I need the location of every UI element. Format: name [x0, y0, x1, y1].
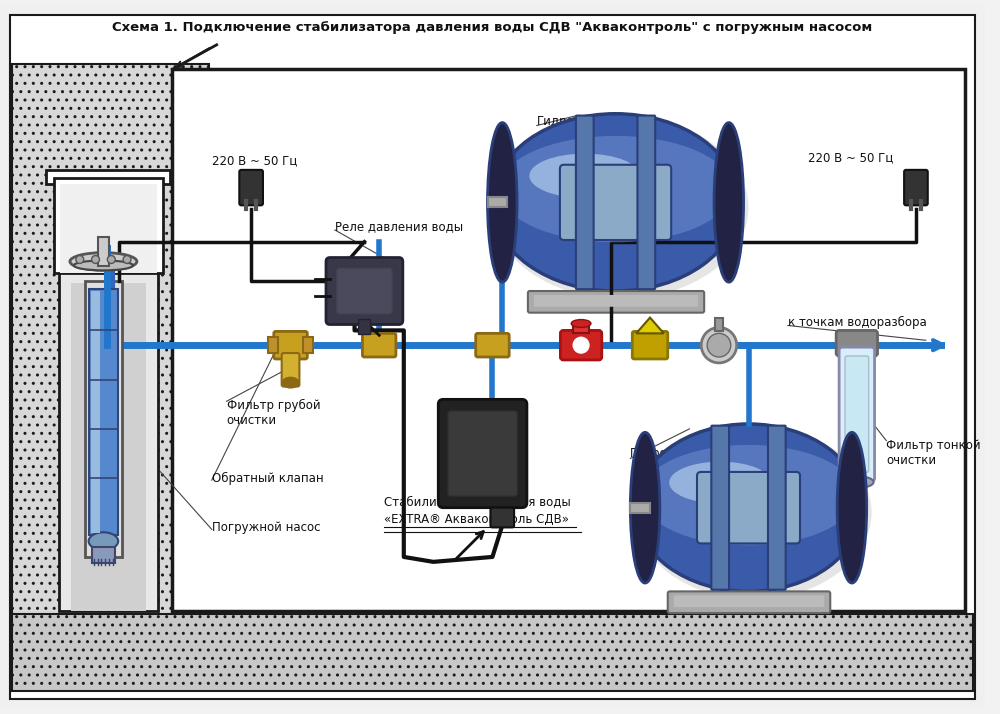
Ellipse shape	[635, 424, 862, 591]
Circle shape	[701, 328, 737, 363]
FancyBboxPatch shape	[534, 295, 698, 307]
FancyBboxPatch shape	[839, 347, 875, 481]
Ellipse shape	[669, 462, 771, 503]
Text: Гидроаккумулятор: Гидроаккумулятор	[630, 447, 749, 460]
Ellipse shape	[283, 378, 298, 388]
Ellipse shape	[499, 136, 733, 242]
FancyBboxPatch shape	[282, 353, 299, 386]
Ellipse shape	[492, 114, 739, 291]
Ellipse shape	[488, 123, 517, 282]
Circle shape	[707, 333, 731, 357]
FancyBboxPatch shape	[637, 116, 655, 289]
FancyBboxPatch shape	[326, 258, 403, 324]
Bar	[89, 289, 118, 536]
FancyBboxPatch shape	[337, 268, 392, 313]
Ellipse shape	[714, 123, 744, 282]
Bar	[12, 64, 209, 655]
Text: Стабилизатор давления воды: Стабилизатор давления воды	[384, 496, 571, 509]
FancyBboxPatch shape	[274, 331, 307, 359]
FancyBboxPatch shape	[476, 333, 509, 357]
FancyBboxPatch shape	[711, 426, 729, 590]
Ellipse shape	[573, 337, 589, 353]
Bar	[59, 271, 158, 611]
Ellipse shape	[74, 261, 133, 271]
Text: Фильтр тонкой
очистки: Фильтр тонкой очистки	[886, 438, 981, 467]
Text: Реле давления воды: Реле давления воды	[335, 221, 463, 233]
FancyBboxPatch shape	[836, 331, 878, 356]
Text: 220 В ~ 50 Гц: 220 В ~ 50 Гц	[212, 154, 297, 168]
Text: Обратный клапан: Обратный клапан	[212, 471, 323, 485]
FancyBboxPatch shape	[845, 356, 869, 472]
Text: 220 В ~ 50 Гц: 220 В ~ 50 Гц	[808, 151, 893, 164]
Ellipse shape	[837, 433, 867, 583]
FancyBboxPatch shape	[362, 333, 396, 357]
Text: Схема 1. Подключение стабилизатора давления воды СДВ "Акваконтроль" с погружным : Схема 1. Подключение стабилизатора давле…	[112, 21, 873, 34]
Ellipse shape	[70, 253, 137, 271]
FancyBboxPatch shape	[632, 331, 668, 359]
Bar	[573, 323, 589, 333]
Bar	[98, 237, 109, 266]
FancyBboxPatch shape	[528, 291, 704, 313]
FancyBboxPatch shape	[560, 331, 602, 360]
Bar	[488, 198, 507, 207]
Bar	[71, 283, 146, 611]
Circle shape	[107, 256, 115, 263]
Ellipse shape	[492, 116, 749, 299]
FancyBboxPatch shape	[490, 508, 514, 528]
Bar	[91, 291, 100, 533]
FancyBboxPatch shape	[560, 165, 671, 240]
FancyBboxPatch shape	[448, 411, 517, 496]
Text: Гидроаккумулятор: Гидроаккумулятор	[537, 115, 655, 128]
Text: «EXTRA® Акваконтроль СДВ»: «EXTRA® Акваконтроль СДВ»	[384, 513, 569, 526]
Bar	[54, 178, 163, 273]
FancyBboxPatch shape	[768, 426, 786, 590]
Text: к точкам водоразбора: к точкам водоразбора	[788, 316, 927, 329]
Bar	[268, 337, 278, 353]
Ellipse shape	[529, 154, 640, 198]
Bar	[46, 170, 170, 183]
Bar	[303, 337, 313, 353]
FancyBboxPatch shape	[904, 170, 928, 206]
Circle shape	[76, 256, 84, 263]
Circle shape	[92, 256, 99, 263]
Ellipse shape	[840, 476, 874, 488]
Bar	[630, 503, 650, 513]
Circle shape	[123, 256, 131, 263]
Bar	[12, 614, 973, 691]
Ellipse shape	[641, 445, 856, 545]
Ellipse shape	[635, 426, 872, 599]
FancyBboxPatch shape	[576, 116, 594, 289]
FancyBboxPatch shape	[239, 170, 263, 206]
Bar	[715, 318, 723, 331]
FancyBboxPatch shape	[668, 591, 830, 613]
FancyBboxPatch shape	[674, 595, 824, 607]
FancyBboxPatch shape	[697, 472, 800, 543]
Bar	[358, 318, 370, 334]
Bar	[85, 281, 122, 557]
FancyBboxPatch shape	[438, 399, 527, 508]
Bar	[92, 547, 115, 563]
Text: Погружной насос: Погружной насос	[212, 521, 320, 534]
Ellipse shape	[630, 433, 660, 583]
Ellipse shape	[571, 320, 591, 328]
Bar	[172, 69, 965, 611]
Polygon shape	[636, 318, 664, 333]
Bar	[60, 183, 157, 273]
Ellipse shape	[89, 533, 118, 550]
Text: Фильтр грубой
очистки: Фильтр грубой очистки	[227, 399, 320, 428]
